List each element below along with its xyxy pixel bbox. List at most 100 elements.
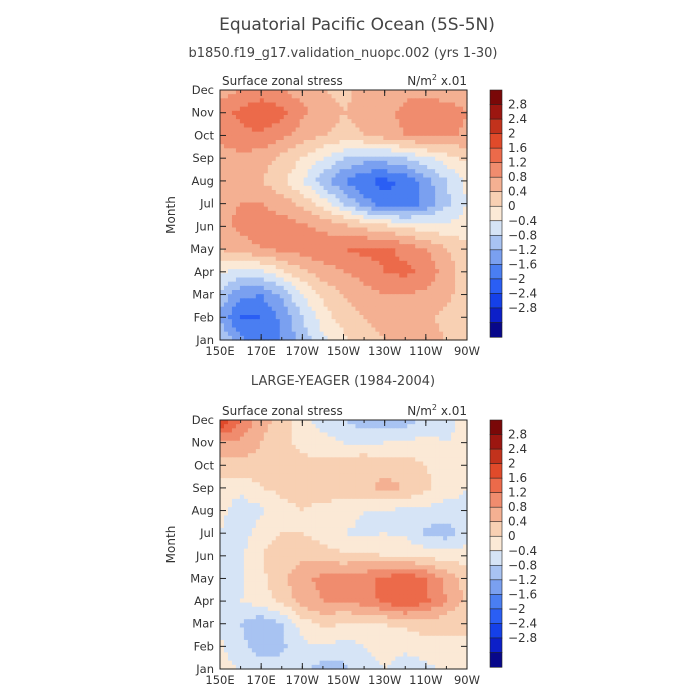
field-cell	[283, 461, 289, 467]
field-cell	[391, 432, 396, 438]
field-cell	[263, 90, 269, 95]
field-cell	[323, 110, 329, 116]
field-cell	[427, 260, 432, 266]
field-cell	[279, 490, 285, 496]
field-cell	[223, 240, 229, 245]
field-cell	[415, 473, 420, 479]
field-cell	[351, 119, 357, 124]
field-cell	[279, 478, 285, 483]
field-cell	[303, 115, 309, 120]
field-cell	[251, 148, 257, 154]
field-cell	[287, 323, 293, 329]
field-cell	[243, 198, 249, 204]
field-cell	[439, 219, 444, 224]
field-cell	[375, 102, 380, 108]
field-cell	[415, 420, 420, 425]
field-cell	[399, 115, 404, 120]
field-cell	[423, 106, 428, 112]
field-cell	[259, 152, 265, 158]
field-cell	[303, 223, 309, 229]
field-cell	[419, 110, 424, 116]
field-cell	[267, 323, 273, 329]
field-cell	[339, 165, 345, 170]
field-cell	[399, 219, 404, 224]
field-cell	[235, 240, 241, 245]
field-cell	[403, 248, 408, 254]
field-cell	[227, 298, 233, 304]
field-cell	[411, 248, 416, 254]
field-cell	[411, 235, 416, 241]
field-cell	[271, 482, 277, 487]
field-cell	[259, 190, 265, 195]
field-cell	[391, 115, 396, 120]
field-cell	[299, 478, 305, 483]
field-cell	[359, 285, 365, 291]
field-cell	[407, 181, 412, 187]
field-cell	[223, 152, 229, 158]
field-cell	[311, 106, 317, 112]
field-cell	[255, 265, 261, 270]
field-cell	[443, 473, 448, 479]
field-cell	[327, 440, 333, 446]
field-cell	[227, 256, 233, 262]
field-cell	[339, 298, 345, 304]
field-cell	[231, 315, 237, 320]
field-cell	[239, 331, 245, 337]
field-cell	[259, 453, 265, 458]
field-cell	[255, 310, 261, 316]
field-cell	[363, 436, 368, 442]
field-cell	[351, 198, 357, 204]
field-cell	[271, 177, 277, 183]
field-cell	[399, 486, 404, 492]
y-tick-label: Oct	[194, 128, 214, 142]
field-cell	[279, 110, 285, 116]
field-cell	[247, 144, 253, 149]
field-cell	[435, 252, 440, 258]
field-cell	[347, 252, 353, 258]
field-cell	[379, 127, 384, 133]
field-cell	[403, 240, 408, 245]
field-cell	[311, 223, 317, 229]
field-cell	[331, 290, 337, 295]
field-cell	[227, 98, 233, 104]
field-cell	[415, 152, 420, 158]
field-cell	[363, 457, 368, 463]
field-cell	[415, 252, 420, 258]
field-cell	[363, 219, 368, 224]
field-cell	[351, 449, 357, 454]
field-cell	[327, 482, 333, 487]
field-cell	[367, 256, 372, 262]
field-cell	[307, 315, 313, 320]
field-cell	[279, 235, 285, 241]
field-cell	[239, 294, 245, 299]
field-cell	[220, 127, 225, 133]
field-cell	[311, 173, 317, 179]
field-cell	[415, 335, 420, 341]
field-cell	[443, 335, 448, 341]
field-cell	[259, 140, 265, 145]
field-cell	[391, 252, 396, 258]
field-cell	[279, 260, 285, 266]
field-cell	[395, 135, 400, 141]
field-cell	[451, 281, 456, 287]
field-cell	[271, 256, 277, 262]
field-cell	[355, 160, 361, 166]
field-cell	[259, 135, 265, 141]
field-cell	[275, 420, 281, 425]
field-cell	[243, 223, 249, 229]
field-cell	[323, 227, 329, 233]
field-cell	[275, 206, 281, 212]
field-cell	[283, 227, 289, 233]
field-cell	[255, 478, 261, 483]
field-cell	[351, 285, 357, 291]
field-cell	[255, 457, 261, 463]
field-cell	[435, 327, 440, 333]
field-cell	[363, 94, 368, 99]
field-cell	[451, 148, 456, 154]
field-cell	[259, 210, 265, 216]
field-cell	[311, 240, 317, 245]
field-cell	[223, 160, 229, 166]
field-cell	[443, 231, 448, 237]
field-cell	[263, 285, 269, 291]
field-cell	[331, 123, 337, 129]
